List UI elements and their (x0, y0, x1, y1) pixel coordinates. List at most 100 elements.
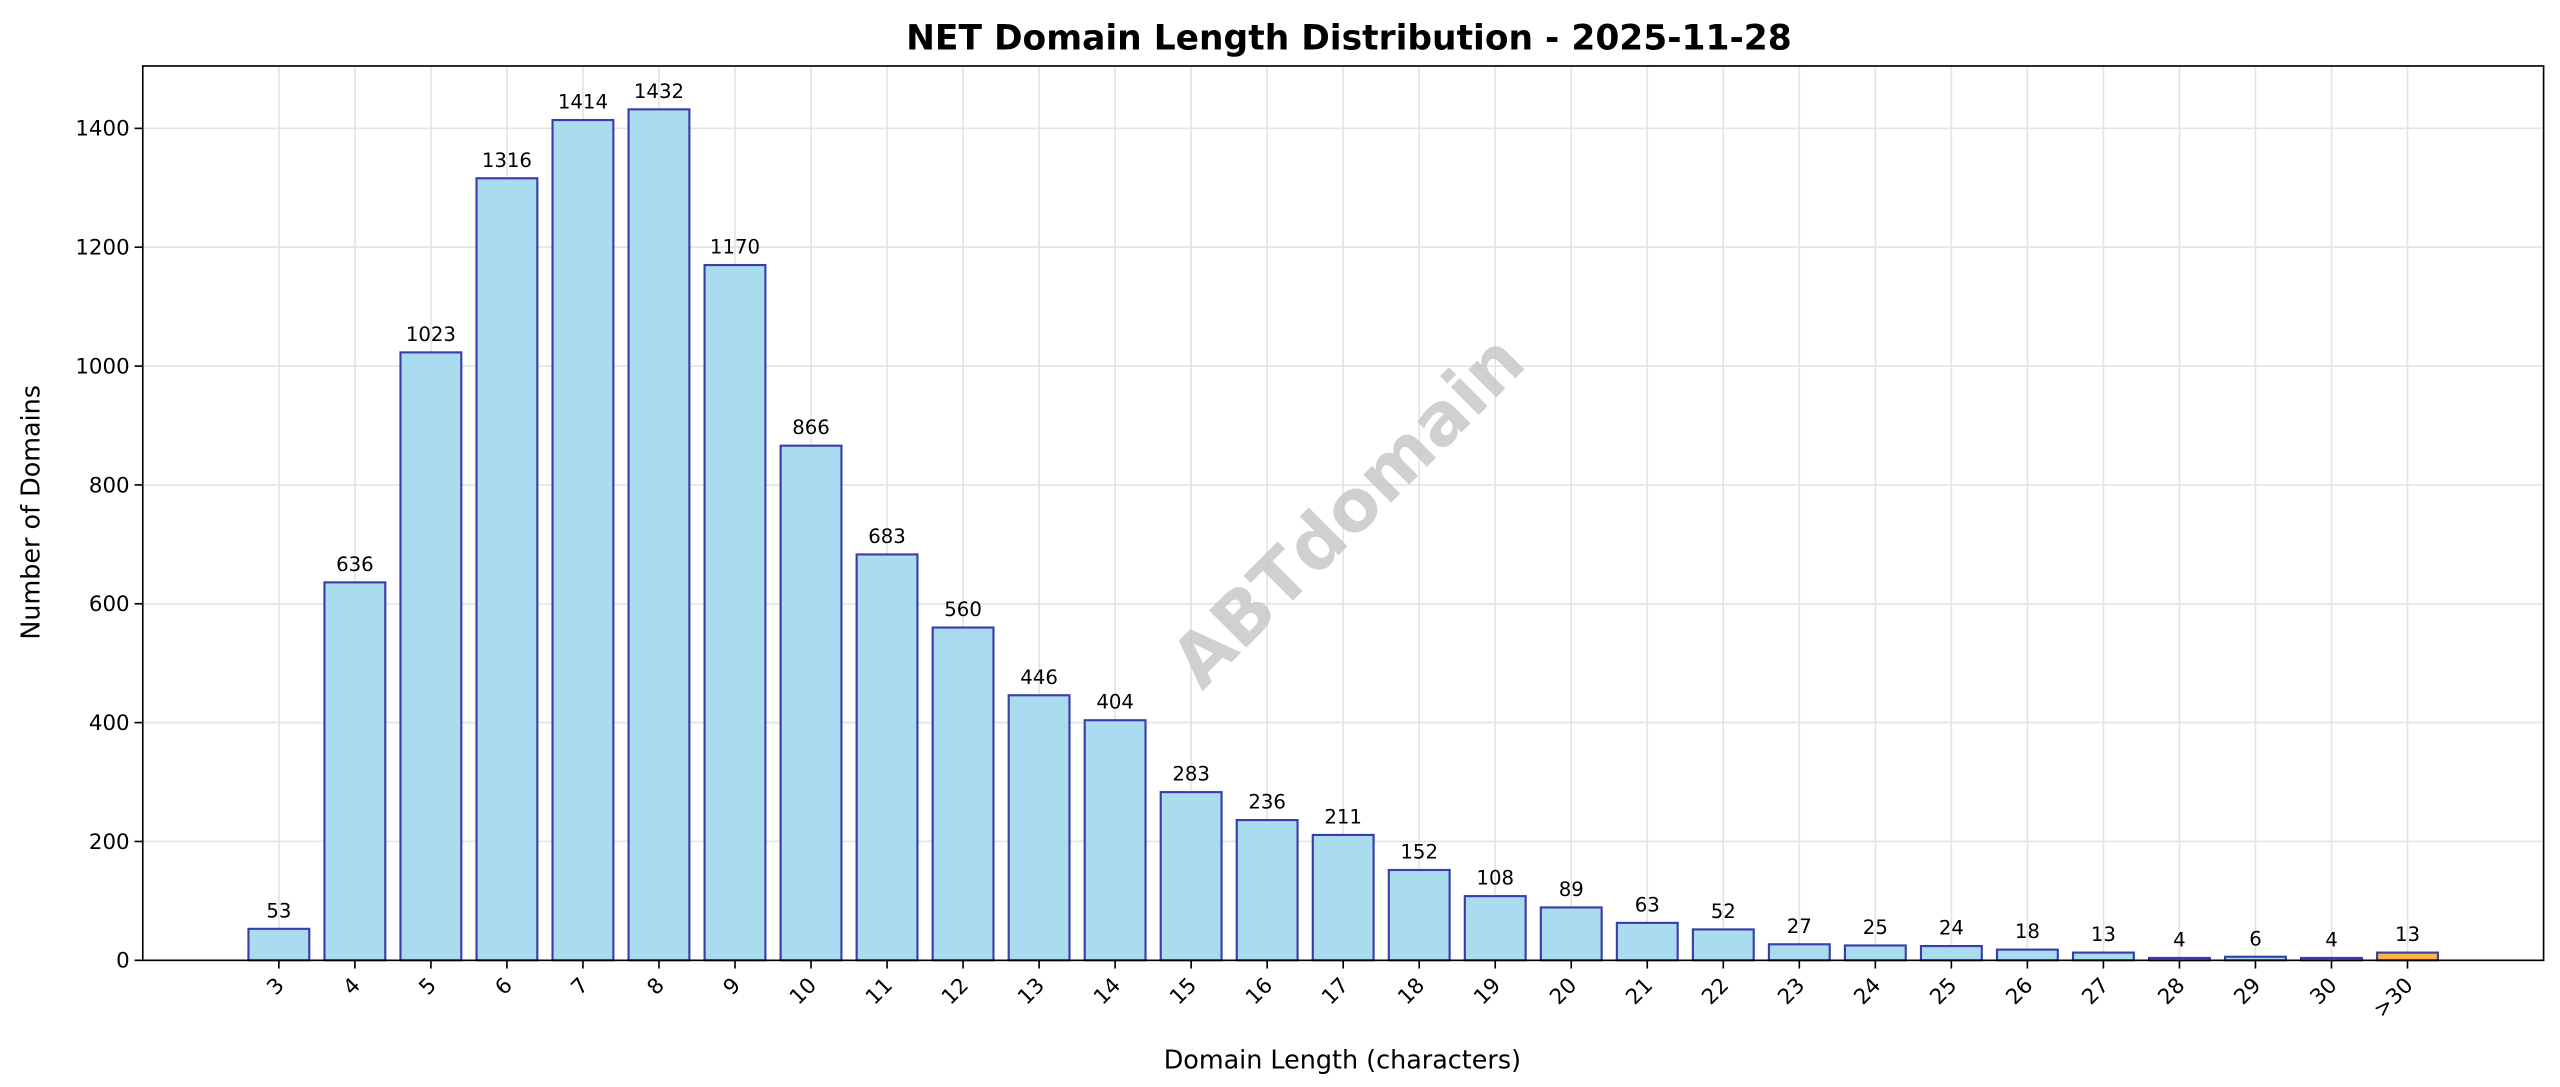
data-label: 13 (2091, 923, 2116, 946)
bar (2376, 951, 2439, 962)
bar (931, 626, 995, 962)
bar (1691, 928, 1755, 962)
x-tick-label: 8 (642, 973, 669, 1000)
x-axis-label: Domain Length (characters) (1164, 1045, 1521, 1075)
data-label: 683 (868, 525, 906, 548)
data-label: 18 (2015, 920, 2040, 943)
x-tick-label: 30 (2305, 973, 2342, 1010)
x-tick-label: 17 (1317, 973, 1354, 1010)
bar (627, 108, 691, 962)
y-tick-label: 400 (89, 711, 130, 736)
y-tick-label: 1200 (75, 236, 129, 261)
x-tick-label: 19 (1469, 973, 1506, 1010)
x-tick-label: 11 (861, 973, 898, 1010)
x-tick-label: 14 (1089, 973, 1126, 1010)
x-tick-label: >30 (2369, 973, 2419, 1023)
y-tick-label: 800 (89, 473, 130, 498)
data-label: 560 (944, 598, 982, 621)
y-tick-label: 0 (116, 949, 130, 974)
x-tick-label: 22 (1697, 973, 1734, 1010)
y-tick-label: 1400 (75, 117, 129, 142)
x-tick-label: 6 (490, 973, 517, 1000)
data-label: 27 (1787, 915, 1812, 938)
bar (1615, 921, 1679, 962)
bar (247, 927, 311, 962)
x-tick-label: 9 (719, 973, 746, 1000)
x-tick-label: 4 (338, 973, 365, 1000)
y-tick-label: 1000 (75, 354, 129, 379)
data-label: 89 (1559, 878, 1584, 901)
bar (855, 553, 919, 962)
data-label: 236 (1248, 791, 1286, 814)
x-axis: 3 4 5 6 7 8 9 10 11 12 13 14 15 16 17 18 19 20 21 22 23 24 25 2… (262, 960, 2419, 1023)
bar (1539, 906, 1603, 962)
y-tick-label: 200 (89, 830, 130, 855)
data-label: 4 (2325, 928, 2338, 951)
data-label: 1316 (482, 149, 532, 172)
data-label: 52 (1711, 900, 1736, 923)
x-tick-label: 3 (262, 973, 289, 1000)
data-label: 866 (792, 416, 830, 439)
x-tick-label: 5 (414, 973, 441, 1000)
data-label: 24 (1939, 917, 1964, 940)
bar (1083, 719, 1147, 962)
x-tick-label: 27 (2077, 973, 2114, 1010)
bar (475, 177, 539, 962)
x-tick-label: 21 (1621, 973, 1658, 1010)
data-label: 53 (266, 899, 291, 922)
data-label: 283 (1172, 763, 1210, 786)
x-tick-label: 24 (1849, 973, 1886, 1010)
data-label: 108 (1476, 867, 1514, 890)
x-tick-label: 25 (1925, 973, 1962, 1010)
bar (551, 118, 615, 962)
data-label: 1432 (634, 80, 684, 103)
bar (1007, 694, 1071, 962)
bar (703, 263, 767, 962)
data-label: 636 (336, 553, 374, 576)
data-label: 446 (1020, 666, 1058, 689)
bar (1995, 948, 2059, 962)
x-tick-label: 12 (937, 973, 974, 1010)
x-tick-label: 26 (2001, 973, 2038, 1010)
bar (1387, 868, 1451, 962)
y-tick-label: 600 (89, 592, 130, 617)
bar (1311, 833, 1375, 962)
data-label: 6 (2249, 927, 2262, 950)
x-tick-label: 28 (2153, 973, 2190, 1010)
bar (1159, 791, 1223, 962)
data-label: 63 (1635, 893, 1660, 916)
bar (2071, 951, 2135, 962)
bar (1463, 895, 1527, 962)
bar (779, 444, 843, 962)
chart-title: NET Domain Length Distribution - 2025-11… (906, 19, 1792, 59)
data-label: 1023 (406, 323, 456, 346)
x-tick-label: 20 (1545, 973, 1582, 1010)
bar (1843, 944, 1907, 962)
x-tick-label: 18 (1393, 973, 1430, 1010)
data-label: 211 (1324, 805, 1362, 828)
data-label: 13 (2395, 923, 2420, 946)
x-tick-label: 7 (566, 973, 593, 1000)
watermark: ABTdomain (1155, 319, 1541, 705)
data-label: 4 (2173, 928, 2186, 951)
y-axis-label: Number of Domains (15, 385, 45, 640)
bar (1767, 943, 1831, 962)
x-tick-label: 16 (1241, 973, 1278, 1010)
x-tick-label: 23 (1773, 973, 1810, 1010)
data-label: 1414 (558, 91, 608, 114)
x-tick-label: 13 (1013, 973, 1050, 1010)
bar (399, 351, 463, 962)
bar (1919, 944, 1983, 962)
bar (323, 581, 387, 962)
data-label: 25 (1863, 916, 1888, 939)
x-tick-label: 10 (785, 973, 822, 1010)
x-tick-label: 29 (2229, 973, 2266, 1010)
data-label: 404 (1096, 691, 1134, 714)
y-axis: 0 200 400 600 800 1000 1200 1400 (75, 117, 143, 974)
data-label: 1170 (710, 236, 760, 259)
data-label: 152 (1400, 841, 1438, 864)
bars (247, 108, 2439, 962)
bar (1235, 819, 1299, 962)
